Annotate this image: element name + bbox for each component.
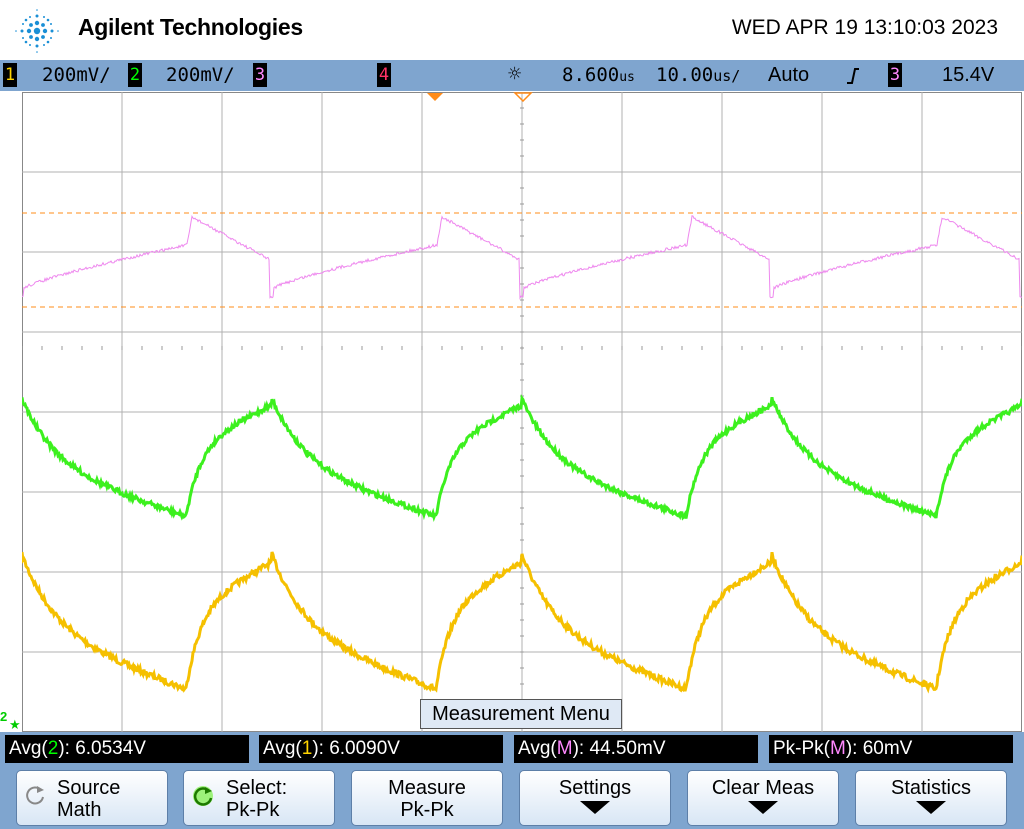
- date-time: WED APR 19 13:10:03 2023: [731, 16, 998, 39]
- softkey-label: Clear Meas: [711, 777, 815, 799]
- menu-title: Measurement Menu: [420, 699, 622, 729]
- math-trace: [22, 215, 1022, 300]
- graticule: [22, 92, 1022, 732]
- channel-2-scale[interactable]: 200mV/: [166, 64, 235, 86]
- timebase-value: 10.00: [656, 64, 714, 86]
- channel-4-badge[interactable]: 4: [377, 63, 391, 87]
- trigger-mode[interactable]: Auto: [768, 64, 810, 86]
- channel-1-scale-unit: mV/: [76, 64, 111, 86]
- submenu-arrow-icon: [580, 801, 610, 814]
- measurement-label: Avg(: [518, 738, 557, 759]
- measurement-avg-ch2: Avg(2): 6.0534V: [5, 735, 249, 763]
- delay-sun-icon: ☼: [508, 62, 522, 87]
- header-bar: Agilent Technologies WED APR 19 13:10:03…: [0, 0, 1024, 60]
- channel-1-scale-value: 200: [42, 64, 77, 86]
- clear-meas-softkey[interactable]: Clear Meas: [687, 770, 839, 826]
- channel-2-scale-value: 200: [166, 64, 201, 86]
- softkey-label: Source: [57, 777, 121, 799]
- measurement-value: ): 6.0090V: [312, 738, 400, 759]
- timebase[interactable]: 10.00us/: [656, 64, 740, 86]
- trigger-level[interactable]: 15.4V: [942, 64, 995, 86]
- trigger-source-badge[interactable]: 3: [888, 63, 902, 87]
- measurement-label: Avg(: [263, 738, 302, 759]
- time-reference-marker: [513, 92, 533, 102]
- timebase-unit: us/: [713, 67, 741, 85]
- submenu-arrow-icon: [916, 801, 946, 814]
- measurement-avg-math: Avg(M): 44.50mV: [514, 735, 758, 763]
- measurement-source: M: [556, 738, 573, 759]
- settings-softkey[interactable]: Settings: [519, 770, 671, 826]
- channel-2-badge[interactable]: 2: [128, 63, 142, 87]
- measurement-source: 2: [47, 738, 59, 759]
- measurement-avg-ch1: Avg(1): 6.0090V: [259, 735, 503, 763]
- statistics-softkey[interactable]: Statistics: [855, 770, 1007, 826]
- measurement-source: 1: [301, 738, 313, 759]
- softkey-label: Measure: [388, 777, 466, 799]
- channel-2-ground-marker[interactable]: 2: [0, 709, 8, 724]
- horizontal-delay[interactable]: 8.600us: [562, 64, 635, 86]
- brand-name: Agilent Technologies: [78, 14, 303, 40]
- softkey-value: Pk-Pk: [400, 799, 454, 821]
- channel-1-scale[interactable]: 200mV/: [42, 64, 111, 86]
- channel-2-scale-unit: mV/: [200, 64, 235, 86]
- horizontal-delay-value: 8.600: [562, 64, 620, 86]
- measurement-label: Avg(: [9, 738, 48, 759]
- knob-icon: [26, 786, 44, 805]
- horizontal-delay-unit: us: [619, 70, 635, 85]
- measurement-value: ): 60mV: [845, 738, 913, 759]
- softkey-value: Math: [57, 799, 102, 821]
- measurement-source: M: [830, 738, 846, 759]
- channel-1-trace: [22, 551, 1022, 694]
- select-softkey[interactable]: Select: Pk-Pk: [183, 770, 335, 826]
- source-softkey[interactable]: Source Math: [16, 770, 168, 826]
- softkey-label: Select:: [226, 777, 288, 799]
- measurement-label: Pk-Pk(: [773, 738, 830, 759]
- measure-softkey[interactable]: Measure Pk-Pk: [351, 770, 503, 826]
- softkey-value: Pk-Pk: [226, 799, 280, 821]
- rising-edge-icon: [847, 68, 859, 84]
- status-bar: 1 200mV/ 2 200mV/ 3 4 ☼ 8.600us 10.00us/…: [0, 60, 1024, 91]
- softkey-label: Statistics: [890, 777, 972, 799]
- cursor-lines: [22, 212, 1022, 308]
- channel-3-badge[interactable]: 3: [253, 63, 267, 87]
- channel-2-trace: [22, 394, 1022, 522]
- measurement-bar: Avg(2): 6.0534V Avg(1): 6.0090V Avg(M): …: [0, 732, 1024, 766]
- submenu-arrow-icon: [748, 801, 778, 814]
- waveform-display[interactable]: [22, 92, 1022, 732]
- measurement-value: ): 44.50mV: [572, 738, 666, 759]
- channel-1-badge[interactable]: 1: [3, 63, 17, 87]
- ground-arrow-icon: ★: [9, 718, 21, 733]
- measurement-pkpk-math: Pk-Pk(M): 60mV: [769, 735, 1013, 763]
- agilent-spark-logo: [15, 9, 59, 53]
- trigger-position-marker[interactable]: [425, 92, 445, 102]
- measurement-value: ): 6.0534V: [58, 738, 146, 759]
- softkey-menu: Source Math Select: Pk-Pk Measure Pk-Pk …: [0, 766, 1024, 829]
- knob-icon: [193, 786, 213, 806]
- softkey-label: Settings: [558, 777, 632, 799]
